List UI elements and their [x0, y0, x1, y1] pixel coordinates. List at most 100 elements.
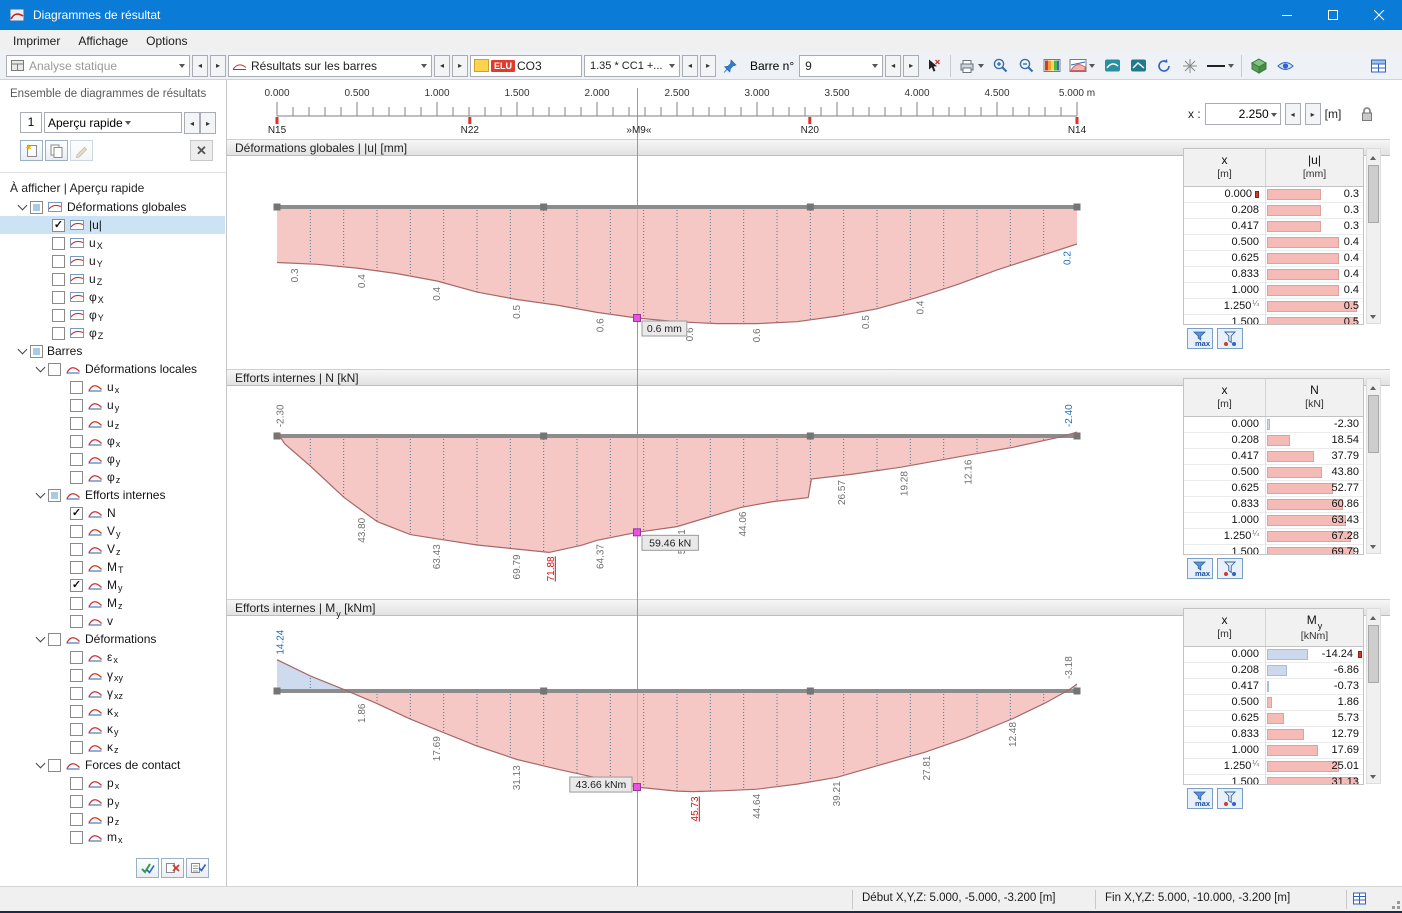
- combination-formula-combo[interactable]: 1.35 * CC1 +...: [584, 54, 680, 77]
- tree-item-group[interactable]: Déformations: [0, 630, 225, 648]
- x-step-back-button[interactable]: ◂: [1284, 103, 1301, 125]
- table-scrollbar[interactable]: [1366, 148, 1381, 324]
- prev-bar-button[interactable]: ◂: [885, 54, 902, 77]
- filter-max-button[interactable]: max: [1187, 328, 1213, 349]
- expander-icon[interactable]: [34, 758, 48, 772]
- diagram-set-number[interactable]: 1: [20, 112, 42, 133]
- scroll-down-button[interactable]: [1367, 769, 1380, 783]
- refresh-button[interactable]: [1152, 54, 1176, 78]
- checkbox[interactable]: [70, 398, 83, 412]
- bar-number-combo[interactable]: 9: [799, 54, 884, 77]
- table-row[interactable]: 0.208 0.3: [1184, 203, 1363, 219]
- tree-item[interactable]: ✓ N: [0, 504, 225, 522]
- checkbox[interactable]: [70, 740, 83, 754]
- check-all-button[interactable]: [136, 858, 159, 878]
- checkbox[interactable]: [52, 272, 65, 286]
- scroll-thumb[interactable]: [1368, 165, 1379, 223]
- menu-options[interactable]: Options: [146, 34, 188, 48]
- zoom-in-button[interactable]: [988, 54, 1012, 78]
- sections-button[interactable]: [1178, 54, 1202, 78]
- show-result-values-button[interactable]: [1100, 54, 1124, 78]
- table-row[interactable]: 0.000 -2.30: [1184, 417, 1363, 433]
- table-row[interactable]: 1.250¼ 67.28: [1184, 529, 1363, 545]
- table-row[interactable]: 0.500 43.80: [1184, 465, 1363, 481]
- objects-display-button[interactable]: [1247, 54, 1271, 78]
- next-set-button[interactable]: ▸: [200, 112, 216, 134]
- delete-result-diagram-button[interactable]: ✕: [190, 140, 213, 161]
- table-row[interactable]: 1.000 17.69: [1184, 743, 1363, 759]
- table-row[interactable]: 1.500 31.13: [1184, 775, 1363, 784]
- checkbox[interactable]: [70, 650, 83, 664]
- tree-item[interactable]: γ xy: [0, 666, 225, 684]
- status-table-icon[interactable]: [1352, 891, 1367, 906]
- checkbox[interactable]: [70, 596, 83, 610]
- table-row[interactable]: 1.250¼ 25.01: [1184, 759, 1363, 775]
- cursor-marker[interactable]: [633, 314, 641, 322]
- checkbox[interactable]: [70, 434, 83, 448]
- expander-icon[interactable]: [34, 632, 48, 646]
- color-scale-button[interactable]: [1040, 54, 1064, 78]
- next-result-type-button[interactable]: ▸: [452, 54, 468, 77]
- table-row[interactable]: 0.417 0.3: [1184, 219, 1363, 235]
- checkbox[interactable]: [70, 560, 83, 574]
- tree-item[interactable]: ✓ |u|: [0, 216, 225, 234]
- scroll-up-button[interactable]: [1367, 379, 1380, 393]
- print-button[interactable]: [956, 54, 986, 78]
- checkbox[interactable]: [48, 488, 61, 502]
- ruler[interactable]: 0.000 0.500 1.000 1.500 2.000 2.500 3.000 3.500…: [233, 80, 1402, 138]
- next-bar-button[interactable]: ▸: [903, 54, 920, 77]
- table-row[interactable]: 0.833 60.86: [1184, 497, 1363, 513]
- table-row[interactable]: 0.000 -14.24: [1184, 647, 1363, 663]
- table-row[interactable]: 0.417 37.79: [1184, 449, 1363, 465]
- result-table-button[interactable]: [1366, 54, 1390, 78]
- cursor-marker[interactable]: [633, 528, 641, 537]
- prev-load-case-button[interactable]: ◂: [682, 54, 698, 77]
- checkbox[interactable]: [48, 632, 61, 646]
- filter-extremes-button[interactable]: [1217, 788, 1243, 809]
- table-row[interactable]: 0.000 0.3: [1184, 187, 1363, 203]
- checkbox[interactable]: [48, 758, 61, 772]
- copy-result-diagram-button[interactable]: [45, 140, 68, 161]
- checkbox[interactable]: [70, 686, 83, 700]
- checkbox[interactable]: [70, 812, 83, 826]
- prev-set-button[interactable]: ◂: [184, 112, 200, 134]
- filter-extremes-button[interactable]: [1217, 328, 1243, 349]
- tree-item-group[interactable]: Forces de contact: [0, 756, 225, 774]
- maximize-button[interactable]: [1310, 0, 1356, 30]
- checkbox[interactable]: [52, 290, 65, 304]
- checkbox[interactable]: [52, 254, 65, 268]
- diagram-plot-0[interactable]: 0.3 0.4 0.4 0.5 0.6 0.6 0.6 0.5 0.4 0.2 0.6 mm: [233, 156, 1183, 367]
- checkbox[interactable]: [70, 704, 83, 718]
- x-step-forward-button[interactable]: ▸: [1304, 103, 1321, 125]
- smooth-diagrams-button[interactable]: [1126, 54, 1150, 78]
- edit-result-diagram-button[interactable]: [70, 140, 93, 161]
- results-category-combo[interactable]: Résultats sur les barres: [228, 54, 432, 77]
- tree-item-group[interactable]: Barres: [0, 342, 225, 360]
- cursor-marker[interactable]: [633, 783, 641, 792]
- table-row[interactable]: 0.833 12.79: [1184, 727, 1363, 743]
- tree-item-group[interactable]: Déformations globales: [0, 198, 225, 216]
- diagram-plot-2[interactable]: 14.24 1.86 17.69 31.13 45.73 44.64 39.21 27.81 1…: [233, 616, 1183, 886]
- checkbox[interactable]: [48, 362, 61, 376]
- table-scrollbar[interactable]: [1366, 378, 1381, 554]
- scroll-up-button[interactable]: [1367, 149, 1380, 163]
- visibility-button[interactable]: [1273, 54, 1297, 78]
- x-position-input[interactable]: 2.250: [1204, 103, 1281, 125]
- table-row[interactable]: 0.208 -6.86: [1184, 663, 1363, 679]
- checkbox[interactable]: [70, 668, 83, 682]
- title-bar[interactable]: Diagrammes de résultat: [0, 0, 1402, 30]
- checkbox[interactable]: [70, 524, 83, 538]
- checkbox[interactable]: [70, 416, 83, 430]
